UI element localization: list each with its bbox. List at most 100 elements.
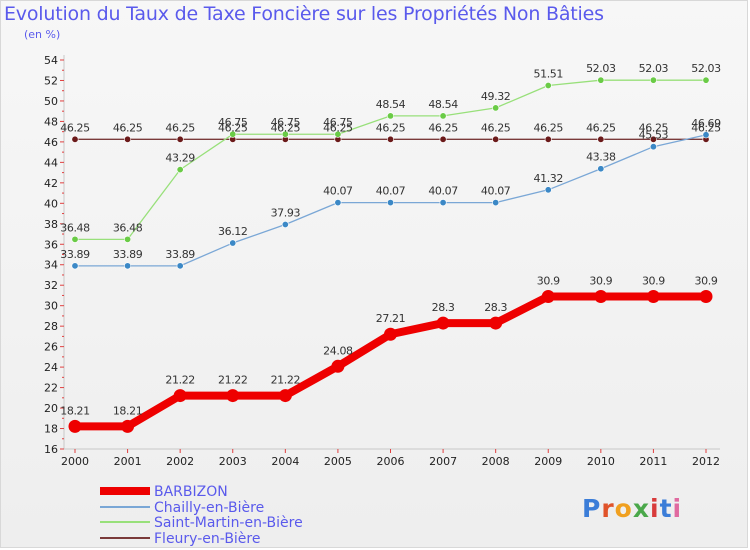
y-tick-label: 46: [44, 136, 58, 149]
data-point: [597, 165, 605, 173]
data-point: [278, 389, 292, 403]
data-label: 24.08: [323, 344, 353, 357]
data-point: [386, 199, 394, 207]
y-tick-label: 42: [44, 177, 58, 190]
data-point: [699, 289, 713, 303]
axes: 16 18 20 22 24 26 28 30 32 34 36 38 40 42 44 46 48 50 52 54…: [44, 54, 720, 468]
data-point: [124, 235, 132, 243]
x-tick-label: 2003: [219, 455, 247, 468]
data-point: [436, 316, 450, 330]
data-label: 43.38: [586, 151, 616, 164]
data-label: 41.32: [534, 172, 564, 185]
data-label: 46.25: [323, 121, 353, 134]
data-point: [541, 289, 555, 303]
x-tick-label: 2006: [377, 455, 405, 468]
data-point: [492, 199, 500, 207]
data-label: 40.07: [428, 185, 458, 198]
legend-label: Chailly-en-Bière: [154, 500, 264, 516]
data-label: 40.07: [376, 185, 406, 198]
data-point: [597, 76, 605, 84]
data-point: [124, 135, 132, 143]
data-point: [71, 262, 79, 270]
series-barbizon: [68, 289, 713, 433]
data-point: [594, 289, 608, 303]
y-tick-label: 24: [44, 361, 58, 374]
y-tick-label: 16: [44, 443, 58, 456]
y-tick-label: 40: [44, 197, 58, 210]
data-point: [492, 135, 500, 143]
x-tick-label: 2009: [534, 455, 562, 468]
data-label: 46.25: [534, 121, 564, 134]
x-tick-label: 2001: [114, 455, 142, 468]
data-point: [649, 143, 657, 151]
data-label: 46.75: [271, 116, 301, 129]
data-point: [702, 131, 710, 139]
data-point: [68, 419, 82, 433]
y-tick-label: 22: [44, 382, 58, 395]
data-label: 46.75: [323, 116, 353, 129]
data-label: 52.03: [586, 62, 616, 75]
data-point: [544, 81, 552, 89]
y-tick-label: 54: [44, 54, 58, 67]
data-label: 33.89: [113, 248, 143, 261]
legend-label: BARBIZON: [154, 484, 228, 500]
data-point: [281, 221, 289, 229]
data-label: 46.25: [218, 121, 248, 134]
x-tick-label: 2007: [429, 455, 457, 468]
data-label: 48.54: [428, 98, 458, 111]
data-point: [124, 262, 132, 270]
x-tick-label: 2004: [271, 455, 299, 468]
data-point: [176, 135, 184, 143]
data-label: 30.9: [695, 274, 718, 287]
y-tick-label: 32: [44, 279, 58, 292]
data-label: 27.21: [376, 312, 406, 325]
series-fleury-en-bi-re: [71, 135, 710, 143]
data-point: [384, 327, 397, 341]
data-label: 46.75: [218, 116, 248, 129]
data-label: 18.21: [60, 404, 90, 417]
data-point: [439, 135, 447, 143]
data-label: 52.03: [691, 62, 721, 75]
data-point: [439, 199, 447, 207]
data-label: 46.25: [428, 121, 458, 134]
x-tick-label: 2010: [587, 455, 615, 468]
data-label: 28.3: [484, 301, 507, 314]
data-label: 28.3: [432, 301, 455, 314]
y-tick-label: 48: [44, 115, 58, 128]
data-point: [386, 112, 394, 120]
data-label: 40.07: [481, 185, 511, 198]
legend: BARBIZONChailly-en-BièreSaint-Martin-en-…: [100, 484, 303, 547]
data-point: [71, 235, 79, 243]
data-point: [176, 166, 184, 174]
data-label: 46.25: [586, 121, 616, 134]
y-tick-label: 18: [44, 423, 58, 436]
data-label: 46.25: [271, 121, 301, 134]
data-label: 30.9: [589, 274, 612, 287]
data-point: [386, 135, 394, 143]
y-tick-label: 38: [44, 218, 58, 231]
data-label: 46.25: [691, 121, 721, 134]
data-point: [544, 186, 552, 194]
x-tick-label: 2002: [166, 455, 194, 468]
series-layer: [68, 76, 713, 433]
data-label: 46.25: [113, 121, 143, 134]
data-label: 46.25: [639, 121, 669, 134]
data-label: 51.51: [534, 67, 564, 80]
chart-title: Evolution du Taux de Taxe Foncière sur l…: [4, 3, 604, 25]
data-point: [334, 199, 342, 207]
y-tick-label: 26: [44, 341, 58, 354]
y-tick-label: 20: [44, 402, 58, 415]
data-point: [71, 135, 79, 143]
legend-label: Saint-Martin-en-Bière: [154, 515, 303, 531]
x-tick-label: 2000: [61, 455, 89, 468]
data-label: 36.12: [218, 225, 248, 238]
data-point: [226, 389, 240, 403]
data-label: 40.07: [323, 185, 353, 198]
data-point: [649, 76, 657, 84]
y-tick-label: 28: [44, 320, 58, 333]
data-label: 36.48: [60, 221, 90, 234]
data-label: 33.89: [60, 248, 90, 261]
data-label: 45.53: [639, 129, 669, 142]
